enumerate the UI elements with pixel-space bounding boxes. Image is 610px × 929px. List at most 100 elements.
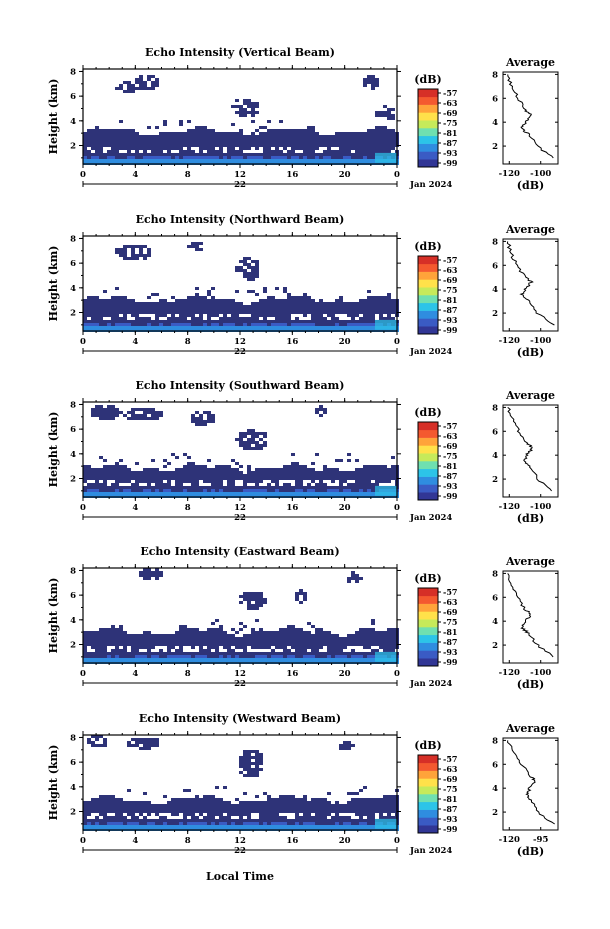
echo-cell — [139, 480, 143, 483]
echo-cell — [271, 489, 275, 492]
echo-cell — [279, 305, 283, 308]
echo-cell — [147, 489, 151, 492]
echo-cell — [291, 465, 295, 468]
echo-cell — [119, 296, 123, 299]
echo-cell — [239, 646, 243, 649]
echo-cell — [95, 492, 99, 495]
echo-cell — [183, 798, 187, 801]
echo-cell — [251, 159, 255, 162]
echo-cell — [275, 320, 279, 323]
echo-cell — [267, 804, 271, 807]
echo-cell — [175, 655, 179, 658]
echo-cell — [103, 819, 107, 822]
echo-cell — [175, 144, 179, 147]
echo-cell — [147, 634, 151, 637]
echo-cell — [175, 326, 179, 329]
echo-cell — [355, 634, 359, 637]
echo-cell — [115, 804, 119, 807]
echo-cell — [307, 156, 311, 159]
echo-cell — [203, 795, 207, 798]
echo-cell — [267, 655, 271, 658]
echo-cell — [91, 492, 95, 495]
echo-cell — [311, 156, 315, 159]
echo-cell — [283, 628, 287, 631]
echo-cell — [279, 311, 283, 314]
echo-cell — [143, 138, 147, 141]
echo-cell — [379, 465, 383, 468]
echo-cell — [335, 150, 339, 153]
echo-cell — [191, 141, 195, 144]
echo-cell — [123, 486, 127, 489]
echo-cell — [299, 601, 303, 604]
echo-cell — [239, 810, 243, 813]
echo-cell — [183, 822, 187, 825]
echo-cell — [131, 90, 135, 93]
echo-cell — [287, 138, 291, 141]
echo-cell — [191, 314, 195, 317]
echo-cell — [383, 144, 387, 147]
echo-cell — [259, 628, 263, 631]
echo-cell — [127, 819, 131, 822]
echo-cell — [351, 323, 355, 326]
month-label: Jan 2024 — [409, 679, 452, 689]
echo-cell — [243, 652, 247, 655]
echo-cell — [103, 810, 107, 813]
echo-cell — [355, 153, 359, 156]
echo-cell — [251, 646, 255, 649]
echo-cell — [187, 643, 191, 646]
echo-cell — [199, 474, 203, 477]
echo-cell — [251, 290, 255, 293]
echo-cell — [391, 138, 395, 141]
echo-cell — [315, 314, 319, 317]
echo-cell — [195, 637, 199, 640]
echo-cell — [199, 801, 203, 804]
echo-cell — [211, 302, 215, 305]
echo-cell — [275, 150, 279, 153]
echo-cell — [139, 658, 143, 661]
y-tick-label: 2 — [70, 141, 76, 151]
echo-cell — [275, 822, 279, 825]
echo-cell — [187, 468, 191, 471]
echo-cell — [279, 120, 283, 123]
colorbar-tick-label: -69 — [443, 607, 458, 617]
echo-cell — [139, 747, 143, 750]
echo-cell — [315, 646, 319, 649]
echo-cell — [187, 150, 191, 153]
echo-cell — [83, 141, 87, 144]
echo-cell — [319, 317, 323, 320]
echo-cell — [139, 807, 143, 810]
echo-cell — [275, 643, 279, 646]
echo-cell — [307, 492, 311, 495]
echo-cell — [259, 652, 263, 655]
echo-cell — [163, 153, 167, 156]
echo-cell — [359, 631, 363, 634]
echo-cell — [359, 489, 363, 492]
echo-cell — [179, 141, 183, 144]
echo-cell — [203, 308, 207, 311]
echo-cell — [243, 323, 247, 326]
echo-cell — [299, 302, 303, 305]
echo-cell — [259, 601, 263, 604]
echo-cell — [203, 798, 207, 801]
echo-cell — [223, 634, 227, 637]
echo-cell — [295, 474, 299, 477]
echo-cell — [235, 658, 239, 661]
echo-cell — [343, 489, 347, 492]
echo-cell — [111, 314, 115, 317]
echo-cell — [135, 305, 139, 308]
echo-cell — [363, 646, 367, 649]
echo-cell — [199, 317, 203, 320]
echo-cell — [315, 819, 319, 822]
echo-cell — [303, 293, 307, 296]
echo-cell — [131, 634, 135, 637]
colorbar-swatch — [418, 295, 438, 304]
echo-cell — [359, 655, 363, 658]
echo-cell — [327, 320, 331, 323]
colorbar-swatch — [418, 287, 438, 296]
echo-cell — [211, 819, 215, 822]
echo-cell — [147, 317, 151, 320]
echo-cell — [99, 456, 103, 459]
echo-cell — [159, 302, 163, 305]
echo-cell — [255, 320, 259, 323]
echo-cell — [143, 492, 147, 495]
